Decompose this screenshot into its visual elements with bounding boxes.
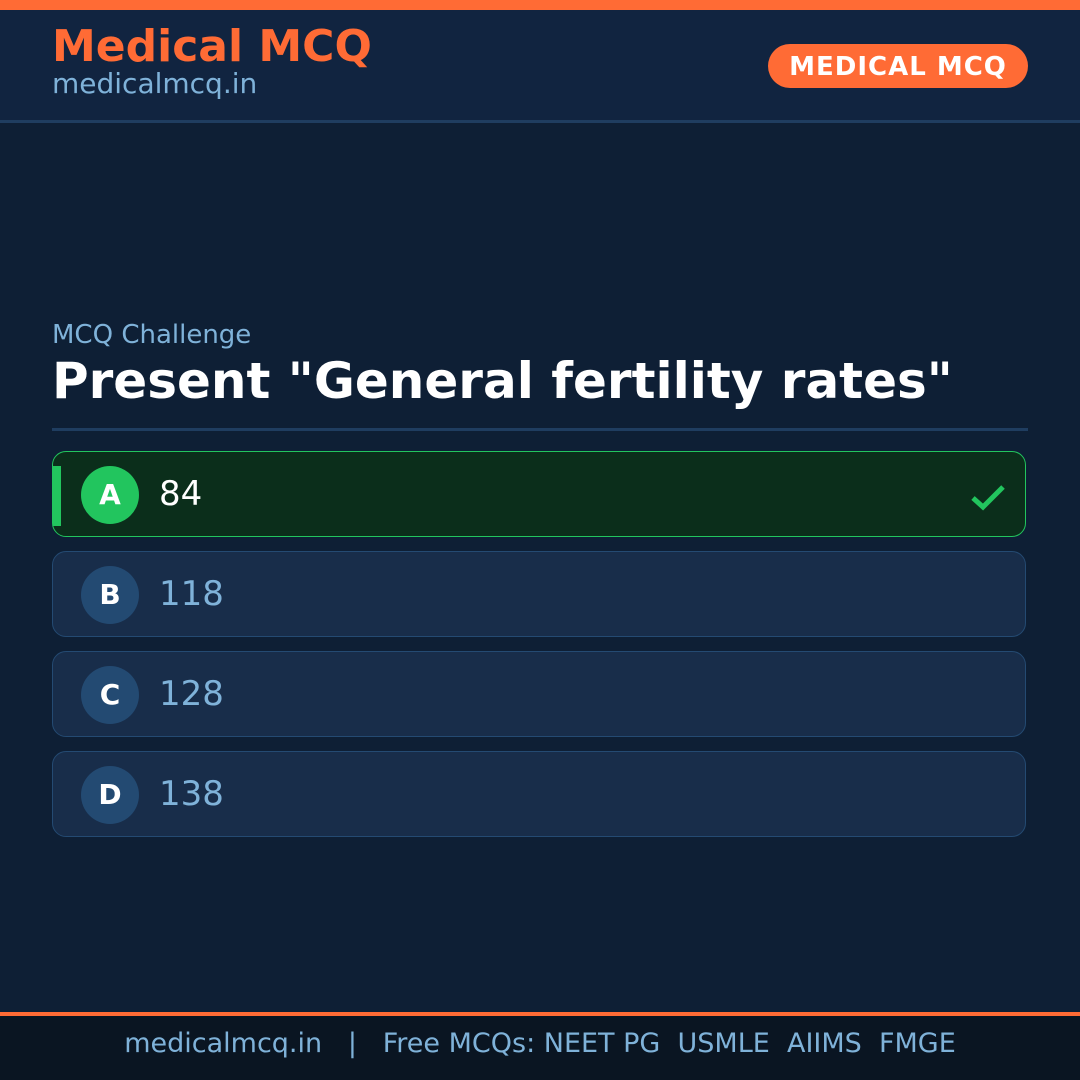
option-letter: C	[81, 666, 139, 724]
option-d[interactable]: D 138	[52, 751, 1026, 837]
option-letter: A	[81, 466, 139, 524]
option-text: 138	[159, 774, 224, 814]
header: Medical MCQ medicalmcq.in MEDICAL MCQ	[0, 10, 1080, 123]
brand-domain: medicalmcq.in	[52, 67, 258, 100]
checkmark-icon	[971, 485, 1005, 511]
category-badge: MEDICAL MCQ	[768, 44, 1028, 88]
option-text: 84	[159, 474, 203, 514]
option-letter: D	[81, 766, 139, 824]
option-c[interactable]: C 128	[52, 651, 1026, 737]
footer: medicalmcq.in | Free MCQs: NEET PG USMLE…	[0, 1016, 1080, 1080]
top-accent-bar	[0, 0, 1080, 10]
option-letter: B	[81, 566, 139, 624]
correct-indicator-bar	[53, 466, 61, 526]
question-title: Present "General fertility rates"	[52, 352, 953, 410]
divider	[52, 428, 1028, 431]
option-text: 128	[159, 674, 224, 714]
footer-accent-line	[0, 1012, 1080, 1016]
question-subtitle: MCQ Challenge	[52, 320, 252, 350]
brand-title: Medical MCQ	[52, 21, 372, 72]
option-a[interactable]: A 84	[52, 451, 1026, 537]
option-b[interactable]: B 118	[52, 551, 1026, 637]
option-text: 118	[159, 574, 224, 614]
